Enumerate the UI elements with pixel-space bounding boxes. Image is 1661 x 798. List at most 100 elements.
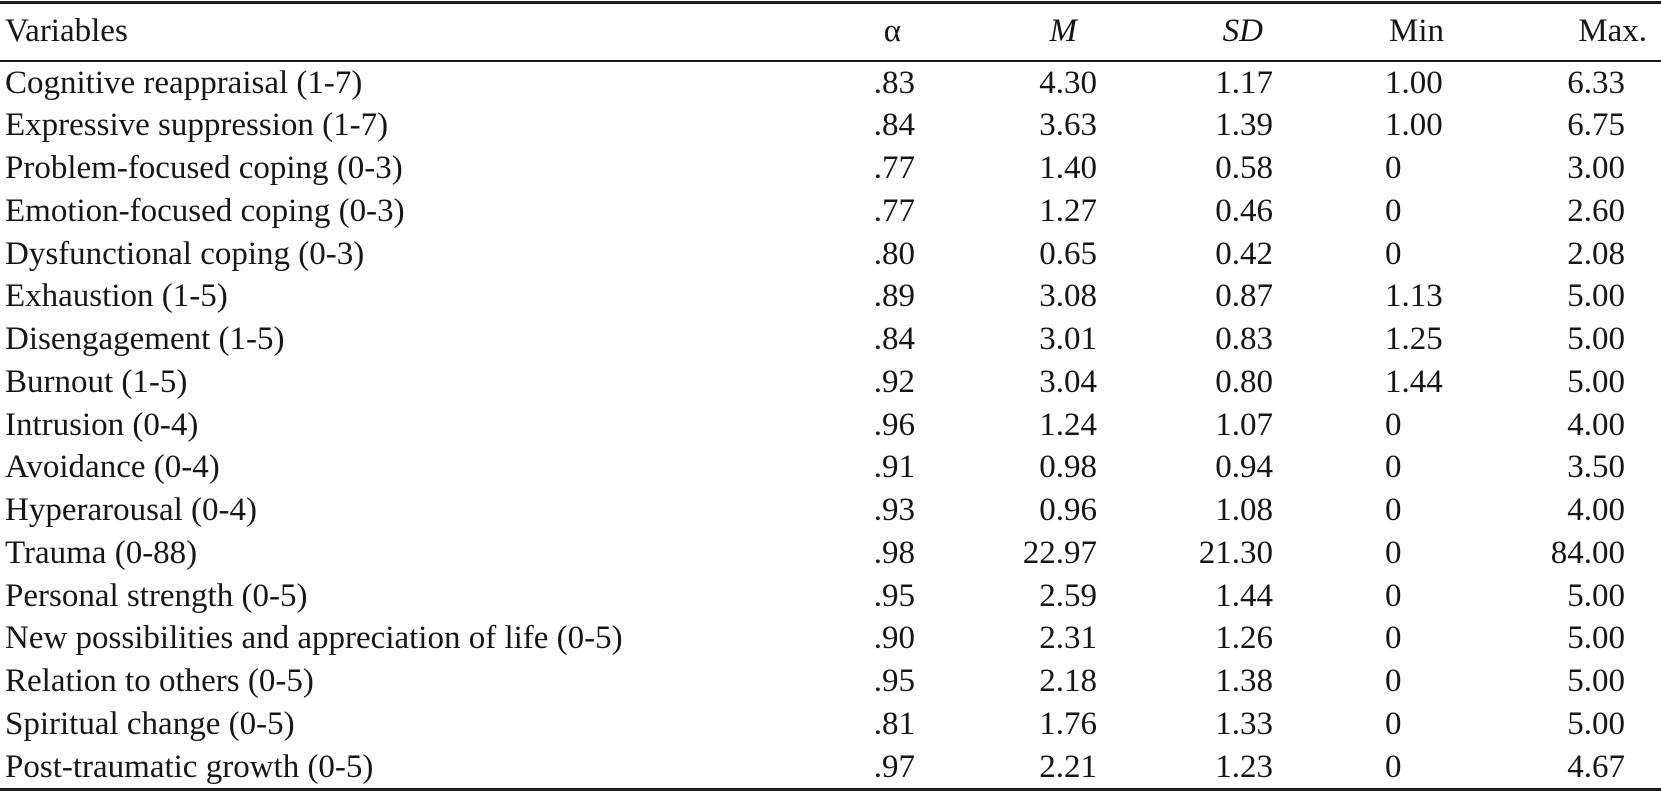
max-cell: 5.00: [1567, 321, 1625, 357]
max-cell: 5.00: [1567, 577, 1625, 614]
min-cell: 0: [1385, 534, 1402, 571]
max-cell: 4.00: [1567, 406, 1625, 443]
alpha-cell: .83: [873, 64, 915, 101]
table-row: Personal strength (0-5) .95 2.59 1.44 0 5.00: [0, 575, 1661, 618]
sd-cell: 0.80: [1215, 363, 1273, 400]
min-cell: 1.00: [1385, 64, 1443, 101]
alpha-cell: .89: [873, 278, 915, 315]
min-cell: 1.44: [1385, 363, 1443, 400]
mean-cell: 0.96: [1039, 492, 1097, 528]
mean-cell: 4.30: [1039, 64, 1097, 101]
sd-cell: 1.08: [1215, 492, 1273, 528]
min-cell: 0: [1385, 150, 1402, 186]
sd-cell: 0.83: [1215, 321, 1273, 357]
table-row: Exhaustion (1-5) .89 3.08 0.87 1.13 5.00: [0, 275, 1661, 318]
min-cell: 1.13: [1385, 278, 1443, 315]
table-row: Spiritual change (0-5) .81 1.76 1.33 0 5.00: [0, 703, 1661, 746]
sd-cell: 1.39: [1215, 107, 1273, 144]
mean-cell: 3.63: [1039, 107, 1097, 144]
mean-cell: 0.98: [1039, 449, 1097, 486]
table-row: Burnout (1-5) .92 3.04 0.80 1.44 5.00: [0, 361, 1661, 404]
sd-cell: 1.44: [1215, 577, 1273, 614]
variable-cell: New possibilities and appreciation of li…: [5, 620, 623, 657]
max-cell: 5.00: [1567, 363, 1625, 400]
mean-cell: 1.27: [1039, 192, 1097, 229]
col-header-variables: Variables: [0, 2, 820, 62]
max-cell: 84.00: [1550, 534, 1625, 571]
sd-cell: 1.38: [1215, 663, 1273, 699]
alpha-cell: .77: [873, 192, 915, 229]
alpha-cell: .95: [873, 663, 915, 699]
mean-cell: 2.59: [1039, 577, 1097, 614]
alpha-cell: .92: [873, 363, 915, 400]
mean-cell: 3.08: [1039, 278, 1097, 315]
min-cell: 0: [1385, 620, 1402, 657]
sd-cell: 0.87: [1215, 278, 1273, 315]
alpha-cell: .84: [873, 107, 915, 144]
alpha-cell: .81: [873, 705, 915, 742]
mean-cell: 3.01: [1039, 321, 1097, 357]
max-cell: 4.00: [1567, 492, 1625, 528]
min-cell: 0: [1385, 492, 1402, 528]
mean-cell: 1.24: [1039, 406, 1097, 443]
alpha-cell: .84: [873, 321, 915, 357]
table-row: Expressive suppression (1-7) .84 3.63 1.39 1…: [0, 104, 1661, 147]
alpha-cell: .95: [873, 577, 915, 614]
variable-cell: Relation to others (0-5): [5, 663, 314, 699]
table-row: New possibilities and appreciation of li…: [0, 617, 1661, 660]
max-cell: 2.60: [1567, 192, 1625, 229]
mean-cell: 2.21: [1039, 748, 1097, 785]
variable-cell: Problem-focused coping (0-3): [5, 150, 403, 186]
min-cell: 0: [1385, 406, 1402, 443]
mean-cell: 22.97: [1022, 534, 1097, 571]
sd-cell: 0.42: [1215, 235, 1273, 272]
mean-cell: 3.04: [1039, 363, 1097, 400]
variable-cell: Dysfunctional coping (0-3): [5, 235, 365, 272]
max-cell: 2.08: [1567, 235, 1625, 272]
variable-cell: Disengagement (1-5): [5, 321, 285, 357]
col-header-alpha: α: [820, 2, 915, 62]
table-row: Problem-focused coping (0-3) .77 1.40 0.58 0…: [0, 147, 1661, 190]
max-cell: 5.00: [1567, 705, 1625, 742]
col-header-mean: M: [915, 2, 1097, 62]
variable-cell: Personal strength (0-5): [5, 577, 308, 614]
max-cell: 3.50: [1567, 449, 1625, 486]
table-row: Hyperarousal (0-4) .93 0.96 1.08 0 4.00: [0, 489, 1661, 532]
sd-cell: 0.94: [1215, 449, 1273, 486]
table-row: Disengagement (1-5) .84 3.01 0.83 1.25 5.00: [0, 318, 1661, 361]
variable-cell: Avoidance (0-4): [5, 449, 220, 486]
table-row: Relation to others (0-5) .95 2.18 1.38 0 5.00: [0, 660, 1661, 703]
table-row: Emotion-focused coping (0-3) .77 1.27 0.46 0…: [0, 190, 1661, 233]
table-row: Avoidance (0-4) .91 0.98 0.94 0 3.50: [0, 446, 1661, 489]
variable-cell: Spiritual change (0-5): [5, 705, 295, 742]
min-cell: 1.25: [1385, 321, 1443, 357]
alpha-cell: .91: [873, 449, 915, 486]
max-cell: 5.00: [1567, 663, 1625, 699]
min-cell: 1.00: [1385, 107, 1443, 144]
variable-cell: Burnout (1-5): [5, 363, 188, 400]
max-cell: 5.00: [1567, 278, 1625, 315]
table-row: Trauma (0-88) .98 22.97 21.30 0 84.00: [0, 532, 1661, 575]
alpha-cell: .98: [873, 534, 915, 571]
mean-cell: 2.31: [1039, 620, 1097, 657]
mean-cell: 1.40: [1039, 150, 1097, 186]
col-header-max: Max.: [1450, 2, 1661, 62]
alpha-cell: .80: [873, 235, 915, 272]
alpha-cell: .77: [873, 150, 915, 186]
sd-cell: 1.33: [1215, 705, 1273, 742]
alpha-cell: .96: [873, 406, 915, 443]
mean-cell: 1.76: [1039, 705, 1097, 742]
variable-cell: Expressive suppression (1-7): [5, 107, 389, 144]
alpha-cell: .90: [873, 620, 915, 657]
variable-cell: Cognitive reappraisal (1-7): [5, 64, 363, 101]
mean-cell: 0.65: [1039, 235, 1097, 272]
sd-cell: 1.17: [1215, 64, 1273, 101]
variable-cell: Trauma (0-88): [5, 534, 198, 571]
min-cell: 0: [1385, 235, 1402, 272]
variable-cell: Post-traumatic growth (0-5): [5, 748, 374, 785]
min-cell: 0: [1385, 748, 1402, 785]
max-cell: 3.00: [1567, 150, 1625, 186]
alpha-cell: .93: [873, 492, 915, 528]
table-row: Post-traumatic growth (0-5) .97 2.21 1.23 0 4…: [0, 746, 1661, 790]
